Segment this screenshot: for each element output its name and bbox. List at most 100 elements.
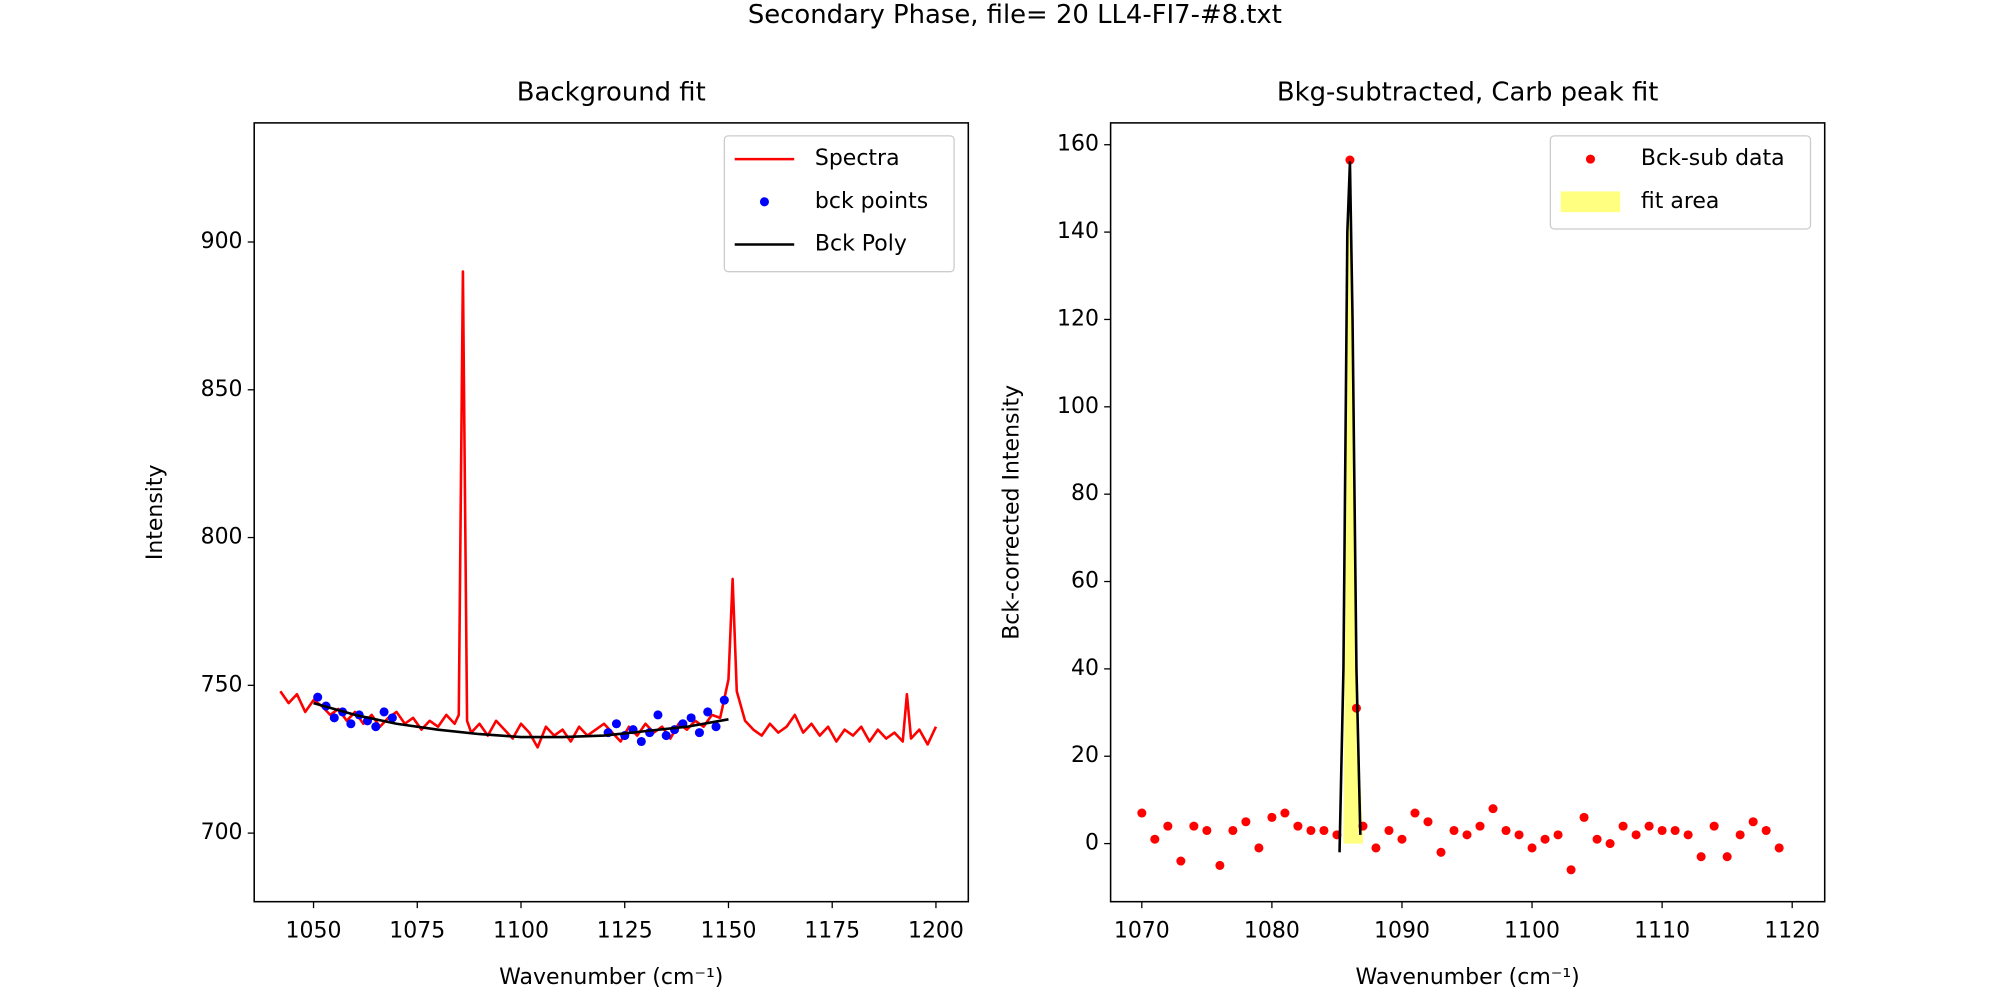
point bbox=[1384, 825, 1394, 836]
point bbox=[1514, 830, 1524, 840]
point bbox=[711, 722, 721, 732]
point bbox=[1488, 804, 1498, 814]
point bbox=[329, 713, 339, 723]
legend-swatch bbox=[1585, 154, 1595, 164]
point bbox=[1254, 843, 1264, 853]
point bbox=[1553, 830, 1563, 840]
y-tick-label: 40 bbox=[1071, 656, 1099, 681]
point bbox=[1306, 825, 1316, 836]
x-tick-label: 1175 bbox=[804, 918, 860, 943]
legend-box bbox=[723, 135, 955, 273]
plot-area bbox=[279, 270, 938, 749]
point bbox=[1722, 852, 1732, 862]
y-tick-label: 20 bbox=[1071, 743, 1099, 768]
axes-frame bbox=[253, 122, 970, 903]
point bbox=[1189, 821, 1199, 831]
point bbox=[1215, 860, 1225, 870]
figure-title: Secondary Phase, file= 20 LL4-FI7-#8.txt bbox=[748, 0, 1282, 30]
point bbox=[1449, 825, 1459, 836]
point bbox=[1397, 834, 1407, 844]
point bbox=[1371, 843, 1381, 853]
point bbox=[1618, 821, 1628, 831]
point bbox=[1527, 843, 1537, 853]
point bbox=[653, 710, 663, 720]
point bbox=[387, 713, 397, 723]
plot-area bbox=[1137, 155, 1784, 875]
point bbox=[661, 731, 671, 741]
point bbox=[1683, 830, 1693, 840]
x-tick-label: 1050 bbox=[286, 918, 342, 943]
y-tick-label: 850 bbox=[201, 377, 243, 402]
x-tick-label: 1080 bbox=[1244, 918, 1300, 943]
point bbox=[1202, 825, 1212, 836]
point bbox=[1657, 825, 1667, 836]
x-axis-label: Wavenumber (cm⁻¹) bbox=[1356, 965, 1580, 990]
point bbox=[1709, 821, 1719, 831]
point bbox=[1345, 155, 1355, 165]
legend-label: Spectra bbox=[815, 146, 900, 171]
legend-label: Bck Poly bbox=[815, 232, 907, 257]
x-tick-label: 1200 bbox=[908, 918, 964, 943]
x-tick-label: 1075 bbox=[389, 918, 445, 943]
axes-title: Background fit bbox=[517, 78, 706, 108]
y-tick-label: 750 bbox=[201, 672, 243, 697]
point bbox=[346, 719, 356, 729]
x-axis-label: Wavenumber (cm⁻¹) bbox=[499, 965, 723, 990]
point bbox=[1475, 821, 1485, 831]
point bbox=[1592, 834, 1602, 844]
point bbox=[1423, 817, 1433, 827]
legend-label: bck points bbox=[815, 189, 928, 214]
legend-swatch bbox=[1560, 191, 1621, 213]
point bbox=[1566, 865, 1576, 875]
point bbox=[313, 692, 323, 702]
line bbox=[313, 701, 729, 739]
y-tick-label: 60 bbox=[1071, 569, 1099, 594]
point bbox=[611, 719, 621, 729]
point bbox=[1228, 825, 1238, 836]
legend: Spectra bck points Bck Poly bbox=[723, 135, 955, 273]
point bbox=[1501, 825, 1511, 836]
point bbox=[1761, 825, 1771, 836]
point bbox=[1748, 817, 1758, 827]
point bbox=[1163, 821, 1173, 831]
x-tick-label: 1090 bbox=[1374, 918, 1430, 943]
legend-label: fit area bbox=[1641, 189, 1719, 214]
point bbox=[1735, 830, 1745, 840]
point bbox=[1150, 834, 1160, 844]
point bbox=[1631, 830, 1641, 840]
x-tick-label: 1100 bbox=[493, 918, 549, 943]
y-tick-label: 140 bbox=[1057, 219, 1099, 244]
point bbox=[1774, 843, 1784, 853]
point bbox=[1462, 830, 1472, 840]
x-tick-label: 1100 bbox=[1504, 918, 1560, 943]
point bbox=[703, 707, 713, 717]
y-tick-label: 900 bbox=[201, 229, 243, 254]
point bbox=[1644, 821, 1654, 831]
y-tick-label: 120 bbox=[1057, 306, 1099, 331]
y-tick-label: 800 bbox=[201, 525, 243, 550]
y-tick-label: 80 bbox=[1071, 481, 1099, 506]
area bbox=[1343, 160, 1363, 844]
point bbox=[1267, 812, 1277, 822]
point bbox=[1579, 812, 1589, 822]
point bbox=[1241, 817, 1251, 827]
legend: Bck-sub data fit area bbox=[1549, 135, 1812, 230]
point bbox=[719, 695, 729, 705]
point bbox=[379, 707, 389, 717]
x-tick-label: 1120 bbox=[1764, 918, 1820, 943]
y-tick-label: 100 bbox=[1057, 394, 1099, 419]
point bbox=[1410, 808, 1420, 818]
legend-swatch bbox=[759, 197, 769, 207]
point bbox=[1436, 847, 1446, 857]
point bbox=[636, 736, 646, 747]
axes-frame bbox=[1109, 122, 1826, 903]
point bbox=[1293, 821, 1303, 831]
point bbox=[371, 722, 381, 732]
line bbox=[1338, 160, 1362, 853]
point bbox=[1280, 808, 1290, 818]
y-tick-label: 700 bbox=[201, 820, 243, 845]
legend-label: Bck-sub data bbox=[1641, 146, 1785, 171]
point bbox=[686, 713, 696, 723]
x-tick-label: 1070 bbox=[1114, 918, 1170, 943]
y-axis-label: Bck-corrected Intensity bbox=[999, 385, 1024, 640]
